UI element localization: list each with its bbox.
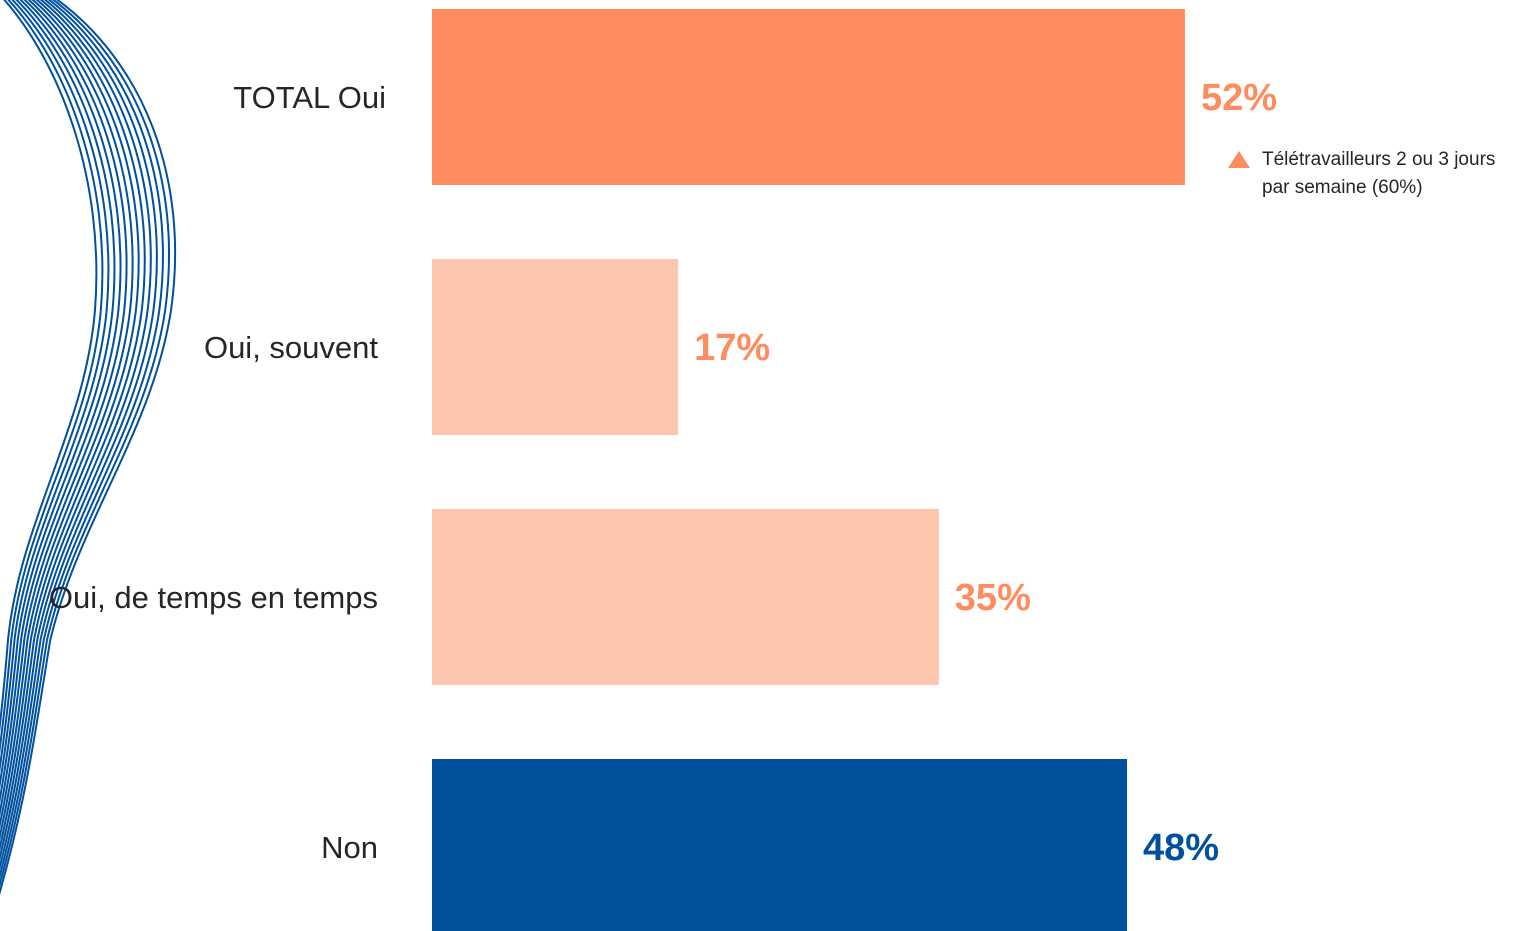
wave-line bbox=[0, 0, 116, 789]
wave-line bbox=[0, 0, 177, 896]
bars bbox=[432, 9, 1185, 931]
decorative-wave-lines bbox=[0, 0, 177, 896]
wave-line bbox=[0, 0, 104, 755]
category-label: Non bbox=[321, 830, 378, 865]
wave-line bbox=[0, 0, 164, 880]
value-label: 52% bbox=[1201, 77, 1277, 119]
wave-line bbox=[0, 0, 158, 871]
wave-line bbox=[0, 0, 134, 830]
value-label: 35% bbox=[955, 577, 1031, 619]
category-label: Oui, de temps en temps bbox=[49, 580, 378, 615]
wave-line bbox=[0, 0, 122, 804]
labels: TOTAL Oui 52% Oui, souvent 17% Oui, de temps… bbox=[49, 77, 1277, 869]
value-label: 17% bbox=[694, 327, 770, 369]
category-label: TOTAL Oui bbox=[233, 80, 386, 115]
bar-3 bbox=[432, 509, 939, 685]
annotation-note: Télétravailleurs 2 ou 3 jours par semain… bbox=[1228, 146, 1524, 202]
wave-line bbox=[0, 0, 152, 861]
category-label: Oui, souvent bbox=[204, 330, 378, 365]
wave-line bbox=[0, 0, 110, 773]
bar-2 bbox=[432, 259, 679, 435]
wave-line bbox=[0, 0, 171, 888]
bar-4 bbox=[432, 759, 1128, 931]
wave-line bbox=[0, 0, 128, 817]
wave-line bbox=[0, 0, 140, 841]
annotation-text: Télétravailleurs 2 ou 3 jours par semain… bbox=[1262, 149, 1496, 198]
triangle-up-icon bbox=[1228, 151, 1250, 168]
wave-line bbox=[0, 0, 98, 733]
value-label: 48% bbox=[1143, 827, 1219, 869]
wave-line bbox=[0, 0, 146, 852]
bar-1 bbox=[432, 9, 1185, 185]
